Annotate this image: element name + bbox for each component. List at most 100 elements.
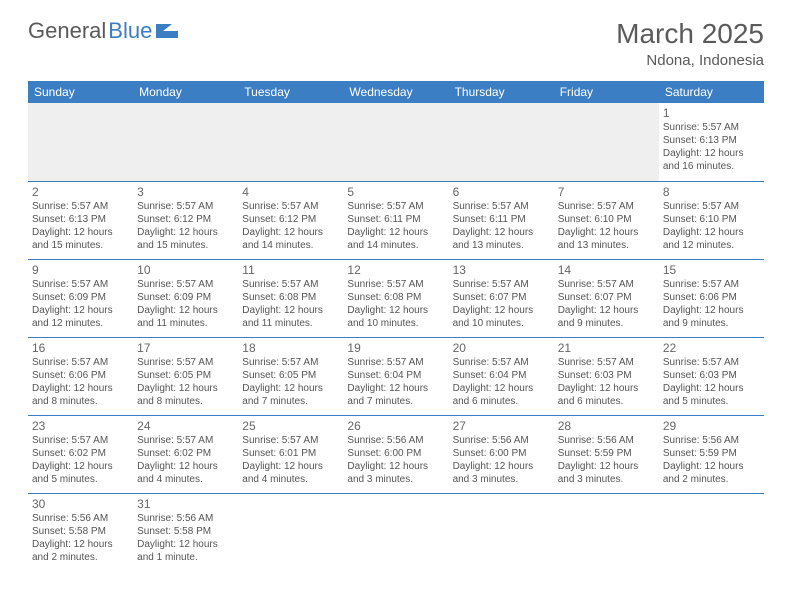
calendar-cell: 26Sunrise: 5:56 AMSunset: 6:00 PMDayligh… <box>343 415 448 493</box>
day-info: Sunrise: 5:56 AMSunset: 5:59 PMDaylight:… <box>558 434 655 486</box>
calendar-body: 1Sunrise: 5:57 AMSunset: 6:13 PMDaylight… <box>28 103 764 571</box>
day-info: Sunrise: 5:57 AMSunset: 6:02 PMDaylight:… <box>32 434 129 486</box>
calendar-cell: 20Sunrise: 5:57 AMSunset: 6:04 PMDayligh… <box>449 337 554 415</box>
calendar-cell: 7Sunrise: 5:57 AMSunset: 6:10 PMDaylight… <box>554 181 659 259</box>
day-header: Sunday <box>28 81 133 103</box>
calendar-cell <box>449 493 554 571</box>
day-number: 16 <box>32 341 129 355</box>
calendar-cell: 8Sunrise: 5:57 AMSunset: 6:10 PMDaylight… <box>659 181 764 259</box>
day-number: 10 <box>137 263 234 277</box>
calendar-cell: 17Sunrise: 5:57 AMSunset: 6:05 PMDayligh… <box>133 337 238 415</box>
day-number: 4 <box>242 185 339 199</box>
calendar-cell: 1Sunrise: 5:57 AMSunset: 6:13 PMDaylight… <box>659 103 764 181</box>
calendar-week: 30Sunrise: 5:56 AMSunset: 5:58 PMDayligh… <box>28 493 764 571</box>
day-number: 31 <box>137 497 234 511</box>
day-info: Sunrise: 5:57 AMSunset: 6:09 PMDaylight:… <box>137 278 234 330</box>
calendar-cell: 5Sunrise: 5:57 AMSunset: 6:11 PMDaylight… <box>343 181 448 259</box>
day-number: 1 <box>663 106 760 120</box>
day-info: Sunrise: 5:57 AMSunset: 6:10 PMDaylight:… <box>663 200 760 252</box>
calendar-cell <box>238 103 343 181</box>
calendar-cell: 31Sunrise: 5:56 AMSunset: 5:58 PMDayligh… <box>133 493 238 571</box>
day-info: Sunrise: 5:57 AMSunset: 6:03 PMDaylight:… <box>663 356 760 408</box>
day-info: Sunrise: 5:57 AMSunset: 6:11 PMDaylight:… <box>453 200 550 252</box>
day-number: 20 <box>453 341 550 355</box>
day-info: Sunrise: 5:57 AMSunset: 6:07 PMDaylight:… <box>558 278 655 330</box>
day-number: 8 <box>663 185 760 199</box>
day-number: 26 <box>347 419 444 433</box>
day-info: Sunrise: 5:57 AMSunset: 6:13 PMDaylight:… <box>663 121 760 173</box>
calendar-cell <box>343 103 448 181</box>
calendar-cell: 12Sunrise: 5:57 AMSunset: 6:08 PMDayligh… <box>343 259 448 337</box>
calendar-cell: 23Sunrise: 5:57 AMSunset: 6:02 PMDayligh… <box>28 415 133 493</box>
day-number: 3 <box>137 185 234 199</box>
calendar-cell: 11Sunrise: 5:57 AMSunset: 6:08 PMDayligh… <box>238 259 343 337</box>
logo: GeneralBlue <box>28 18 178 44</box>
calendar-week: 2Sunrise: 5:57 AMSunset: 6:13 PMDaylight… <box>28 181 764 259</box>
logo-text-general: General <box>28 18 106 44</box>
calendar-cell: 28Sunrise: 5:56 AMSunset: 5:59 PMDayligh… <box>554 415 659 493</box>
location: Ndona, Indonesia <box>616 52 764 69</box>
day-number: 28 <box>558 419 655 433</box>
day-info: Sunrise: 5:57 AMSunset: 6:04 PMDaylight:… <box>347 356 444 408</box>
day-info: Sunrise: 5:56 AMSunset: 5:58 PMDaylight:… <box>32 512 129 564</box>
day-header: Friday <box>554 81 659 103</box>
calendar-cell <box>449 103 554 181</box>
calendar-cell <box>238 493 343 571</box>
calendar-cell: 6Sunrise: 5:57 AMSunset: 6:11 PMDaylight… <box>449 181 554 259</box>
calendar-cell: 18Sunrise: 5:57 AMSunset: 6:05 PMDayligh… <box>238 337 343 415</box>
day-header: Thursday <box>449 81 554 103</box>
day-number: 21 <box>558 341 655 355</box>
day-info: Sunrise: 5:56 AMSunset: 6:00 PMDaylight:… <box>453 434 550 486</box>
calendar-cell: 30Sunrise: 5:56 AMSunset: 5:58 PMDayligh… <box>28 493 133 571</box>
day-header: Saturday <box>659 81 764 103</box>
day-number: 13 <box>453 263 550 277</box>
day-info: Sunrise: 5:57 AMSunset: 6:03 PMDaylight:… <box>558 356 655 408</box>
day-number: 15 <box>663 263 760 277</box>
logo-text-blue: Blue <box>108 18 152 44</box>
calendar-cell: 25Sunrise: 5:57 AMSunset: 6:01 PMDayligh… <box>238 415 343 493</box>
day-info: Sunrise: 5:56 AMSunset: 6:00 PMDaylight:… <box>347 434 444 486</box>
day-number: 18 <box>242 341 339 355</box>
calendar-cell <box>554 103 659 181</box>
calendar-cell: 14Sunrise: 5:57 AMSunset: 6:07 PMDayligh… <box>554 259 659 337</box>
calendar-cell <box>554 493 659 571</box>
calendar-cell: 10Sunrise: 5:57 AMSunset: 6:09 PMDayligh… <box>133 259 238 337</box>
calendar-cell: 24Sunrise: 5:57 AMSunset: 6:02 PMDayligh… <box>133 415 238 493</box>
calendar-table: Sunday Monday Tuesday Wednesday Thursday… <box>28 81 764 571</box>
calendar-cell: 13Sunrise: 5:57 AMSunset: 6:07 PMDayligh… <box>449 259 554 337</box>
day-number: 12 <box>347 263 444 277</box>
calendar-week: 23Sunrise: 5:57 AMSunset: 6:02 PMDayligh… <box>28 415 764 493</box>
day-number: 30 <box>32 497 129 511</box>
day-info: Sunrise: 5:56 AMSunset: 5:58 PMDaylight:… <box>137 512 234 564</box>
day-info: Sunrise: 5:57 AMSunset: 6:06 PMDaylight:… <box>663 278 760 330</box>
day-info: Sunrise: 5:57 AMSunset: 6:13 PMDaylight:… <box>32 200 129 252</box>
day-info: Sunrise: 5:57 AMSunset: 6:11 PMDaylight:… <box>347 200 444 252</box>
day-info: Sunrise: 5:57 AMSunset: 6:12 PMDaylight:… <box>242 200 339 252</box>
calendar-cell: 9Sunrise: 5:57 AMSunset: 6:09 PMDaylight… <box>28 259 133 337</box>
day-number: 9 <box>32 263 129 277</box>
title-block: March 2025 Ndona, Indonesia <box>616 18 764 69</box>
calendar-week: 9 Sunrise: 5:57 AMSunset: 6:09 PMDaylight… <box>28 259 764 337</box>
day-number: 27 <box>453 419 550 433</box>
calendar-cell: 19Sunrise: 5:57 AMSunset: 6:04 PMDayligh… <box>343 337 448 415</box>
day-info: Sunrise: 5:57 AMSunset: 6:07 PMDaylight:… <box>453 278 550 330</box>
day-header-row: Sunday Monday Tuesday Wednesday Thursday… <box>28 81 764 103</box>
calendar-cell <box>343 493 448 571</box>
day-number: 19 <box>347 341 444 355</box>
day-number: 14 <box>558 263 655 277</box>
calendar-cell: 4Sunrise: 5:57 AMSunset: 6:12 PMDaylight… <box>238 181 343 259</box>
calendar-cell: 27Sunrise: 5:56 AMSunset: 6:00 PMDayligh… <box>449 415 554 493</box>
calendar-cell: 2Sunrise: 5:57 AMSunset: 6:13 PMDaylight… <box>28 181 133 259</box>
day-number: 24 <box>137 419 234 433</box>
calendar-week: 16Sunrise: 5:57 AMSunset: 6:06 PMDayligh… <box>28 337 764 415</box>
calendar-cell <box>133 103 238 181</box>
calendar-cell <box>28 103 133 181</box>
day-info: Sunrise: 5:57 AMSunset: 6:10 PMDaylight:… <box>558 200 655 252</box>
day-info: Sunrise: 5:57 AMSunset: 6:05 PMDaylight:… <box>242 356 339 408</box>
day-header: Monday <box>133 81 238 103</box>
day-info: Sunrise: 5:57 AMSunset: 6:05 PMDaylight:… <box>137 356 234 408</box>
calendar-cell: 21Sunrise: 5:57 AMSunset: 6:03 PMDayligh… <box>554 337 659 415</box>
day-info: Sunrise: 5:57 AMSunset: 6:08 PMDaylight:… <box>242 278 339 330</box>
month-title: March 2025 <box>616 18 764 50</box>
day-info: Sunrise: 5:57 AMSunset: 6:01 PMDaylight:… <box>242 434 339 486</box>
